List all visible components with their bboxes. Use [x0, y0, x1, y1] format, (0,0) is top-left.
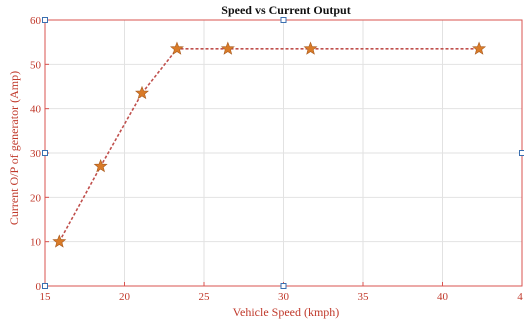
- x-tick-label: 4: [517, 291, 523, 303]
- x-axis-label: Vehicle Speed (kmph): [233, 305, 340, 319]
- x-tick-label: 40: [437, 291, 449, 303]
- y-tick-label: 10: [30, 237, 42, 249]
- y-tick-label: 60: [30, 15, 42, 27]
- y-tick-label: 30: [30, 148, 42, 160]
- frame-handle: [42, 150, 48, 156]
- frame-handle: [519, 150, 524, 156]
- x-tick-label: 35: [358, 291, 370, 303]
- data-point-star: [93, 158, 108, 173]
- series-layer: [52, 41, 487, 248]
- frame-handle: [280, 17, 287, 23]
- data-point-star: [220, 41, 235, 55]
- x-tick-label: 30: [278, 291, 290, 303]
- y-tick-label: 40: [30, 104, 42, 116]
- y-tick-label: 50: [30, 59, 42, 71]
- x-tick-label: 15: [40, 291, 52, 303]
- grid-lines: [45, 20, 522, 286]
- frame-handle: [280, 283, 287, 289]
- series-line: [58, 48, 480, 243]
- x-tick-label: 25: [199, 291, 211, 303]
- y-tick-label: 20: [30, 192, 42, 204]
- frame-handle: [42, 283, 48, 289]
- x-tick-label: 20: [119, 291, 131, 303]
- chart-title: Speed vs Current Output: [221, 3, 350, 17]
- data-point-star: [472, 41, 487, 55]
- data-point-star: [52, 234, 67, 248]
- y-axis-label: Current O/P of generator (Amp): [7, 71, 21, 225]
- y-tick-label: 0: [36, 281, 42, 293]
- frame-handle: [42, 17, 48, 23]
- data-point-star: [135, 85, 149, 100]
- data-point-star: [170, 41, 184, 55]
- data-point-star: [303, 41, 318, 55]
